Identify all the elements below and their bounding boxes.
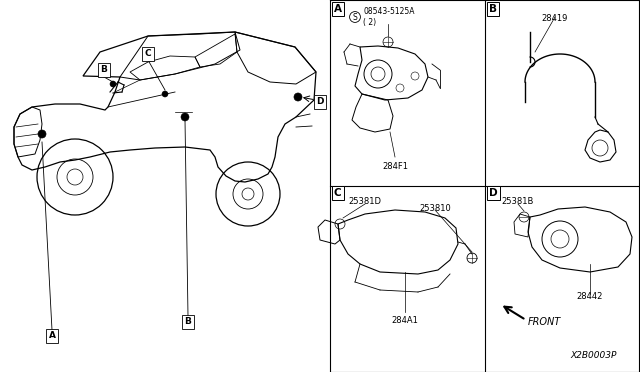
Circle shape — [162, 91, 168, 97]
Text: B: B — [489, 4, 497, 14]
Text: 28419: 28419 — [542, 14, 568, 23]
Text: X2B0003P: X2B0003P — [571, 351, 617, 360]
Text: 284A1: 284A1 — [392, 316, 419, 325]
Text: D: D — [316, 97, 324, 106]
Text: 25381B: 25381B — [502, 197, 534, 206]
Text: C: C — [145, 49, 151, 58]
Text: 253810: 253810 — [419, 204, 451, 213]
Text: 28442: 28442 — [577, 292, 603, 301]
Text: D: D — [489, 188, 498, 198]
Text: 284F1: 284F1 — [382, 162, 408, 171]
Circle shape — [110, 81, 116, 87]
Text: C: C — [334, 188, 342, 198]
Text: A: A — [49, 331, 56, 340]
Circle shape — [181, 113, 189, 121]
Text: B: B — [100, 65, 108, 74]
Circle shape — [294, 93, 302, 101]
Text: A: A — [334, 4, 342, 14]
Circle shape — [38, 130, 46, 138]
Text: B: B — [184, 317, 191, 327]
Text: 08543-5125A
( 2): 08543-5125A ( 2) — [363, 7, 415, 27]
Text: 25381D: 25381D — [349, 197, 381, 206]
Text: S: S — [353, 13, 357, 22]
Text: FRONT: FRONT — [528, 317, 561, 327]
